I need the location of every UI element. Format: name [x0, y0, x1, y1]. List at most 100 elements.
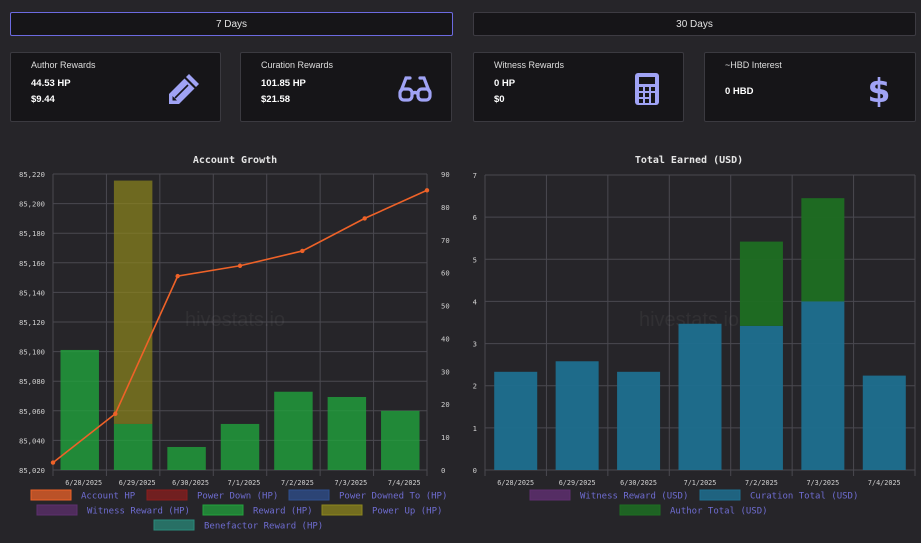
y-tick-label: 2 — [473, 382, 477, 391]
y-left-tick-label: 85,060 — [19, 407, 45, 416]
y-right-tick-label: 90 — [441, 170, 450, 179]
point-account-hp — [175, 273, 180, 279]
y-left-tick-label: 85,100 — [19, 348, 45, 357]
account-growth-chart: Account Growth 85,020 85,040 85,060 85,080 85… — [19, 155, 450, 532]
witness-rewards-card: Witness Rewards 0 HP $0 — [473, 52, 684, 122]
y-right-tick-label: 40 — [441, 334, 450, 343]
x-tick-label: 6/30/2025 — [620, 479, 657, 487]
y-tick-label: 4 — [473, 297, 477, 306]
card-title: Curation Rewards — [261, 60, 334, 70]
legend-label: Power Up (HP) — [372, 507, 442, 517]
x-tick-label: 7/2/2025 — [281, 479, 314, 487]
bar-curation-total-usd — [739, 325, 783, 470]
chart-title: Account Growth — [193, 155, 277, 166]
x-tick-label: 7/3/2025 — [806, 479, 839, 487]
bar-curation-total-usd — [494, 371, 538, 470]
card-title: Witness Rewards — [494, 60, 565, 70]
legend-label: Author Total (USD) — [670, 507, 768, 517]
bar-reward-hp — [381, 410, 420, 470]
legend-swatch — [146, 489, 188, 501]
point-account-hp — [237, 263, 243, 268]
y-left-tick-label: 85,040 — [19, 436, 45, 445]
y-right-tick-label: 70 — [441, 236, 450, 245]
bar-reward-hp — [60, 349, 99, 470]
point-account-hp — [50, 460, 56, 465]
author-rewards-card: Author Rewards 44.53 HP $9.44 — [10, 52, 221, 122]
legend-label: Reward (HP) — [253, 507, 313, 517]
card-value-hp: 0 HP — [494, 78, 516, 89]
chart-title: Total Earned (USD) — [635, 155, 743, 166]
x-tick-label: 7/4/2025 — [388, 479, 421, 487]
legend-label: Witness Reward (HP) — [87, 507, 190, 517]
hbd-interest-card: ~HBD Interest 0 HBD $ — [704, 52, 916, 122]
legend-swatch — [529, 489, 571, 501]
x-tick-label: 7/2/2025 — [745, 479, 778, 487]
x-tick-label: 7/3/2025 — [334, 479, 367, 487]
legend-label: Account HP — [81, 492, 136, 502]
glasses-icon — [398, 76, 432, 102]
y-left-tick-label: 85,080 — [19, 377, 45, 386]
y-right-tick-label: 80 — [441, 203, 450, 212]
x-tick-label: 6/28/2025 — [497, 479, 534, 487]
y-tick-label: 5 — [473, 255, 477, 264]
card-value-hp: 44.53 HP — [31, 78, 71, 89]
legend-swatch — [30, 489, 72, 501]
curation-rewards-card: Curation Rewards 101.85 HP $21.58 — [240, 52, 452, 122]
legend-swatch — [699, 489, 741, 501]
bar-curation-total-usd — [617, 371, 661, 470]
y-right-tick-label: 30 — [441, 367, 450, 376]
y-right-tick-label: 20 — [441, 400, 450, 409]
y-left-tick-label: 85,020 — [19, 466, 45, 475]
y-left-tick-label: 85,180 — [19, 229, 45, 238]
y-tick-label: 7 — [473, 171, 477, 180]
card-value-usd: $9.44 — [31, 94, 55, 105]
y-left-tick-label: 85,140 — [19, 288, 45, 297]
bar-reward-hp — [220, 423, 260, 470]
tab-7-days[interactable]: 7 Days — [10, 12, 453, 36]
point-account-hp — [113, 411, 118, 416]
y-left-tick-label: 85,160 — [19, 259, 45, 268]
bar-reward-hp — [113, 423, 153, 470]
tab-30-days[interactable]: 30 Days — [473, 12, 916, 36]
card-value-usd: $0 — [494, 94, 505, 105]
bar-curation-total-usd — [678, 323, 722, 470]
x-tick-label: 6/30/2025 — [172, 479, 209, 487]
legend-label: Power Down (HP) — [197, 492, 278, 502]
bar-reward-hp — [327, 396, 367, 470]
y-tick-label: 3 — [473, 340, 477, 349]
bar-curation-total-usd — [862, 375, 906, 470]
y-right-tick-label: 50 — [441, 302, 450, 311]
legend-label: Benefactor Reward (HP) — [204, 522, 323, 532]
bar-reward-hp — [274, 391, 313, 470]
y-right-tick-label: 10 — [441, 433, 450, 442]
point-account-hp — [424, 188, 430, 193]
legend-swatch — [619, 504, 661, 516]
point-account-hp — [300, 248, 305, 254]
card-value-hp: 101.85 HP — [261, 78, 306, 89]
x-tick-label: 6/29/2025 — [559, 479, 596, 487]
legend-swatch — [202, 504, 244, 516]
svg-text:$: $ — [868, 71, 891, 107]
legend-swatch — [321, 504, 363, 516]
legend-swatch — [288, 489, 330, 501]
x-tick-label: 7/4/2025 — [868, 479, 901, 487]
legend-label: Power Downed To (HP) — [339, 492, 447, 502]
bar-power-up-hp — [113, 180, 153, 424]
y-tick-label: 6 — [473, 213, 477, 222]
y-left-tick-label: 85,200 — [19, 200, 45, 209]
bar-reward-hp — [167, 446, 206, 470]
card-value-hbd: 0 HBD — [725, 86, 754, 97]
x-tick-label: 7/1/2025 — [684, 479, 717, 487]
legend-label: Witness Reward (USD) — [580, 492, 688, 502]
y-left-tick-label: 85,120 — [19, 318, 45, 327]
card-value-usd: $21.58 — [261, 94, 291, 105]
bar-author-total-usd — [801, 198, 845, 302]
x-tick-label: 7/1/2025 — [228, 479, 261, 487]
watermark: hivestats.io — [185, 309, 285, 331]
calculator-icon — [635, 73, 659, 105]
bar-curation-total-usd — [555, 361, 599, 470]
x-tick-label: 6/28/2025 — [65, 479, 102, 487]
y-right-tick-label: 0 — [441, 466, 445, 475]
dollar-icon: $ — [868, 71, 891, 107]
legend-swatch — [153, 519, 195, 531]
